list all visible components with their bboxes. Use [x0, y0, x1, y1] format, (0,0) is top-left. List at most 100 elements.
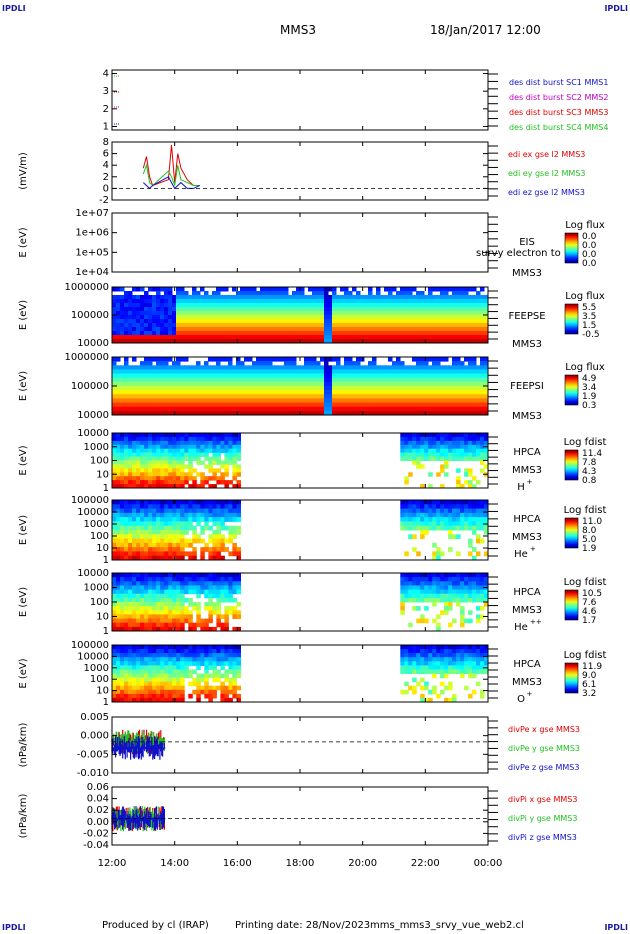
- heatmap-cell: [152, 622, 157, 628]
- heatmap-cell: [160, 436, 165, 442]
- heatmap-cell: [252, 369, 257, 374]
- heatmap-cell: [236, 377, 241, 383]
- heatmap-cell: [244, 299, 249, 304]
- heatmap-cell: [232, 319, 237, 324]
- heatmap-cell: [404, 335, 409, 340]
- heatmap-cell: [216, 610, 221, 615]
- heatmap-cell: [448, 530, 453, 535]
- colorbar-title: Log fdist: [564, 505, 607, 516]
- heatmap-cell: [132, 386, 137, 391]
- heatmap-cell: [228, 307, 233, 312]
- heatmap-cell: [212, 377, 217, 383]
- heatmap-cell: [424, 512, 429, 518]
- heatmap-cell: [376, 299, 381, 304]
- heatmap-cell: [220, 645, 225, 650]
- heatmap-cell: [112, 323, 117, 328]
- heatmap-cell: [172, 593, 177, 599]
- heatmap-cell: [232, 456, 237, 461]
- colorbar-title: Log flux: [565, 291, 605, 302]
- heatmap-cell: [312, 323, 317, 328]
- heatmap-cell: [332, 369, 337, 374]
- heatmap-cell: [148, 685, 153, 691]
- heatmap-cell: [392, 402, 397, 408]
- heatmap-cell: [240, 381, 245, 387]
- heatmap-cell: [292, 315, 297, 320]
- heatmap-cell: [136, 295, 141, 300]
- heatmap-cell: [432, 303, 437, 308]
- heatmap-cell: [284, 303, 289, 308]
- heatmap-cell: [472, 390, 477, 395]
- heatmap-cell: [260, 373, 265, 379]
- heatmap-cell: [128, 373, 133, 379]
- heatmap-cell: [464, 589, 469, 595]
- heatmap-cell: [428, 299, 433, 304]
- heatmap-cell: [204, 653, 209, 658]
- heatmap-cell: [276, 295, 281, 300]
- heatmap-cell: [276, 339, 281, 344]
- heatmap-cell: [440, 589, 445, 595]
- heatmap-cell: [124, 386, 129, 391]
- heatmap-cell: [236, 311, 241, 316]
- heatmap-cell: [152, 673, 157, 679]
- heatmap-cell: [184, 610, 189, 615]
- heatmap-cell: [224, 402, 229, 408]
- heatmap-cell: [280, 295, 285, 300]
- heatmap-cell: [136, 538, 141, 544]
- heatmap-cell: [408, 508, 413, 514]
- heatmap-cell: [412, 433, 417, 438]
- heatmap-cell: [160, 373, 165, 379]
- heatmap-cell: [156, 585, 161, 590]
- heatmap-cell: [172, 307, 177, 312]
- heatmap-cell: [216, 444, 221, 450]
- heatmap-cell: [144, 581, 149, 586]
- heatmap-cell: [340, 335, 345, 340]
- heatmap-cell: [196, 440, 201, 446]
- heatmap-cell: [228, 440, 233, 446]
- heatmap-cell: [412, 299, 417, 304]
- heatmap-cell: [360, 381, 365, 387]
- heatmap-cell: [472, 311, 477, 316]
- heatmap-cell: [460, 315, 465, 320]
- heatmap-cell: [168, 433, 173, 438]
- heatmap-cell: [136, 307, 141, 312]
- heatmap-cell: [136, 593, 141, 599]
- heatmap-cell: [448, 433, 453, 438]
- heatmap-cell: [420, 573, 425, 578]
- heatmap-cell: [164, 614, 169, 619]
- heatmap-cell: [420, 440, 425, 446]
- heatmap-cell: [448, 508, 453, 514]
- heatmap-cell: [408, 597, 413, 603]
- heatmap-cell: [220, 547, 225, 552]
- heatmap-cell: [148, 534, 153, 540]
- heatmap-cell: [256, 357, 261, 362]
- heatmap-cell: [180, 581, 185, 586]
- heatmap-cell: [412, 436, 417, 442]
- heatmap-cell: [412, 452, 417, 457]
- heatmap-cell: [368, 402, 373, 408]
- heatmap-cell: [260, 311, 265, 316]
- heatmap-cell: [148, 484, 153, 489]
- heatmap-cell: [340, 373, 345, 379]
- heatmap-cell: [164, 295, 169, 300]
- heatmap-cell: [256, 394, 261, 399]
- colorbar-title: Log flux: [565, 220, 605, 231]
- heatmap-cell: [444, 500, 449, 505]
- heatmap-cell: [408, 581, 413, 586]
- heatmap-cell: [276, 291, 281, 296]
- heatmap-cell: [224, 500, 229, 505]
- heatmap-cell: [436, 444, 441, 450]
- heatmap-cell: [308, 327, 313, 332]
- heatmap-cell: [208, 311, 213, 316]
- heatmap-cell: [176, 517, 181, 522]
- heatmap-cell: [336, 377, 341, 383]
- heatmap-cell: [368, 386, 373, 391]
- heatmap-cell: [332, 311, 337, 316]
- heatmap-cell: [484, 327, 489, 332]
- heatmap-cell: [440, 525, 445, 531]
- heatmap-cell: [140, 460, 145, 465]
- heatmap-cell: [204, 542, 209, 548]
- heatmap-cell: [164, 547, 169, 552]
- heatmap-cell: [392, 386, 397, 391]
- heatmap-cell: [368, 311, 373, 316]
- heatmap-cell: [132, 597, 137, 603]
